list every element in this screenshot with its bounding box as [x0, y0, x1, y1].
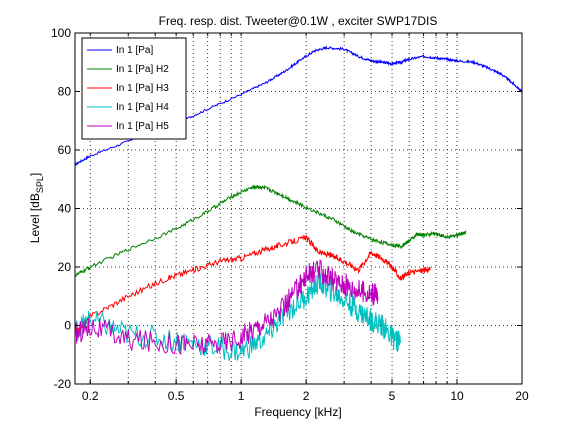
legend-label: In 1 [Pa] H5 [116, 121, 169, 132]
y-tick-label: 60 [58, 143, 72, 157]
y-tick-label: -20 [54, 377, 72, 391]
y-axis-label-end: ] [28, 173, 42, 176]
x-tick-label: 1 [238, 389, 245, 403]
legend-label: In 1 [Pa] H2 [116, 64, 169, 75]
x-axis-label: Frequency [kHz] [254, 405, 341, 419]
legend-label: In 1 [Pa] H4 [116, 102, 169, 113]
chart-title: Freq. resp. dist. Tweeter@0.1W , exciter… [159, 14, 438, 28]
x-tick-label: 0.5 [168, 389, 185, 403]
x-tick-label: 20 [515, 389, 529, 403]
grid [75, 33, 522, 384]
series-line-4 [74, 271, 402, 361]
legend-label: In 1 [Pa] H3 [116, 83, 169, 94]
y-tick-label: 80 [58, 85, 72, 99]
y-tick-label: 100 [51, 26, 71, 40]
axis-ticks: -20 0 20 40 60 80 100 0.2 0.5 1 2 5 10 20 [51, 26, 529, 403]
y-axis-label: Level [dBSPL] [28, 173, 45, 243]
series-line-1 [74, 45, 523, 167]
series-line-2 [74, 184, 467, 278]
x-tick-label: 10 [450, 389, 464, 403]
legend-label: In 1 [Pa] [116, 45, 153, 56]
series-line-5 [74, 259, 379, 355]
y-axis-label-subscript: SPL [35, 176, 45, 193]
y-tick-label: 40 [58, 202, 72, 216]
series-line-3 [74, 234, 431, 336]
legend: In 1 [Pa] In 1 [Pa] H2 In 1 [Pa] H3 In 1 [P… [81, 37, 187, 140]
y-axis-label-main: Level [dB [28, 193, 42, 243]
y-tick-label: 20 [58, 260, 72, 274]
x-tick-label: 2 [303, 389, 310, 403]
y-tick-label: 0 [64, 319, 71, 333]
x-tick-label: 0.2 [82, 389, 99, 403]
x-tick-label: 5 [389, 389, 396, 403]
series-lines [74, 45, 523, 361]
